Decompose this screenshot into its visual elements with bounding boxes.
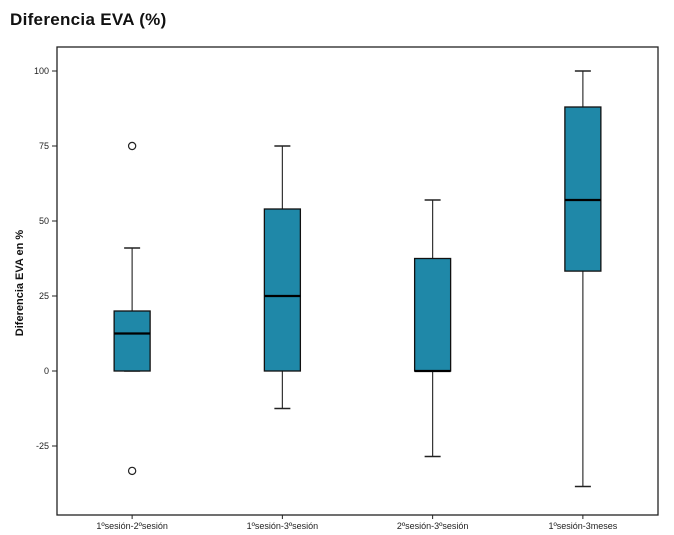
- boxes-layer: [113, 70, 602, 488]
- x-tick-label: 2ºsesión-3ºsesión: [397, 521, 469, 531]
- y-tick-label: 75: [39, 141, 49, 151]
- plot-frame: [56, 46, 659, 516]
- x-tick-label: 1ºsesión-3ºsesión: [247, 521, 319, 531]
- x-tick-label: 1ºsesión-3meses: [548, 521, 617, 531]
- box-1: [113, 141, 151, 476]
- x-tick-label: 1ºsesión-2ºsesión: [96, 521, 168, 531]
- y-tick-label: 50: [39, 216, 49, 226]
- plot-border: [56, 46, 659, 516]
- y-tick-label: 0: [44, 366, 49, 376]
- iqr-box: [564, 106, 602, 272]
- y-axis-label: Diferencia EVA en %: [14, 230, 26, 337]
- iqr-box: [413, 257, 452, 372]
- box-3: [413, 199, 452, 458]
- outlier-point: [127, 466, 137, 476]
- box-4: [564, 70, 602, 488]
- x-axis: 1ºsesión-2ºsesión 1ºsesión-3ºsesión 2ºsesi…: [96, 515, 618, 531]
- iqr-box: [113, 310, 151, 372]
- chart-title: Diferencia EVA (%): [10, 10, 167, 29]
- y-tick-label: 100: [34, 66, 49, 76]
- iqr-box: [263, 208, 302, 372]
- outlier-point: [127, 141, 137, 151]
- y-tick-label: 25: [39, 291, 49, 301]
- box-2: [263, 145, 302, 410]
- y-tick-label: -25: [36, 441, 49, 451]
- y-axis: -25 0 25 50 75 100: [34, 66, 57, 451]
